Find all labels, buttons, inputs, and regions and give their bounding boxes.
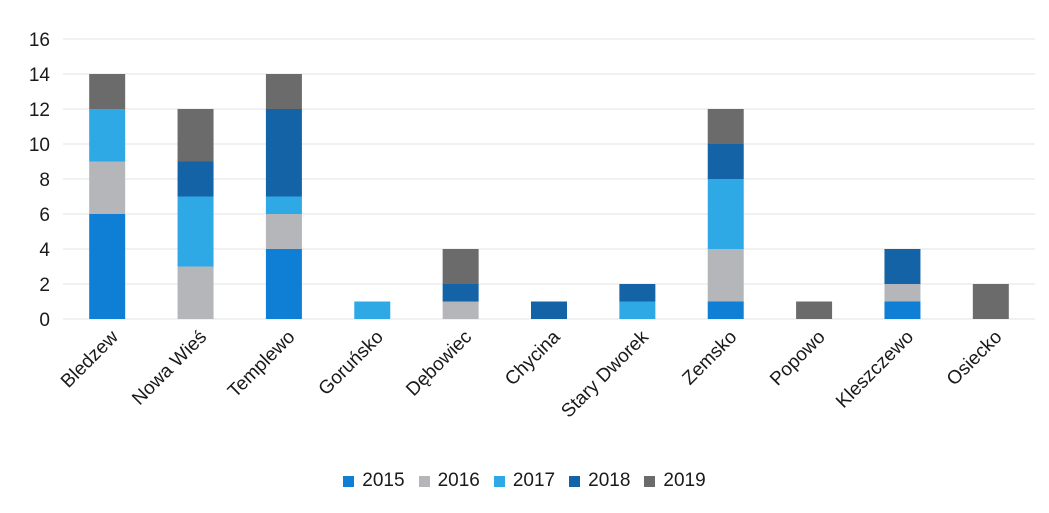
x-tick-label: Nowa Wieś (128, 327, 211, 410)
bar-segment-2018 (707, 144, 744, 179)
legend-swatch (418, 475, 430, 487)
legend-item-2019: 2019 (644, 470, 706, 492)
bar-segment-2018 (619, 284, 656, 302)
bar-segment-2019 (265, 74, 302, 109)
bar-segment-2018 (531, 301, 567, 319)
legend-item-2018: 2018 (569, 470, 630, 492)
y-tick-label: 10 (29, 135, 50, 156)
bar-segment-2018 (265, 109, 302, 197)
bar-segment-2016 (265, 214, 302, 249)
x-tick-label: Popowo (766, 327, 829, 390)
x-axis: Bledzew Nowa Wieś Templewo Goruńsko Dębowiec… (57, 326, 1006, 422)
bars (89, 74, 1009, 319)
bar-segment-2017 (265, 196, 302, 214)
legend-swatch (644, 475, 656, 487)
legend: 2015 2016 2017 2018 2019 (0, 466, 1049, 496)
x-tick-label: Osiecko (943, 327, 1006, 390)
x-tick-label: Dębowiec (402, 327, 476, 401)
bar-segment-2019 (796, 301, 833, 319)
bar-segment-2015 (265, 249, 302, 319)
y-tick-label: 14 (29, 65, 51, 86)
bar-segment-2016 (442, 301, 479, 319)
x-tick-label: Zemsko (679, 327, 742, 390)
x-tick-label: Kleszczewo (832, 327, 918, 413)
grid-lines (63, 38, 1035, 320)
x-tick-label: Bledzew (57, 326, 123, 392)
x-tick-label: Chycina (501, 326, 565, 390)
bar-segment-2016 (707, 249, 744, 302)
bar-segment-2019 (177, 109, 214, 162)
bar-segment-2015 (884, 301, 921, 319)
legend-swatch (569, 475, 581, 487)
y-tick-label: 8 (39, 170, 50, 191)
legend-label: 2018 (588, 470, 631, 491)
legend-item-2015: 2015 (343, 470, 405, 492)
bar-segment-2016 (177, 266, 214, 319)
bar-segment-2017 (354, 301, 391, 319)
y-tick-label: 2 (39, 275, 50, 296)
y-axis: 0 2 4 6 8 10 12 14 16 (29, 30, 51, 331)
legend-label: 2019 (663, 470, 706, 491)
bar-segment-2016 (89, 161, 126, 214)
y-tick-label: 4 (39, 240, 50, 261)
legend-swatch (493, 475, 505, 487)
legend-label: 2015 (362, 470, 405, 491)
bar-segment-2018 (442, 284, 479, 302)
bar-segment-2017 (619, 301, 656, 319)
bar-segment-2019 (442, 249, 479, 284)
legend-label: 2016 (437, 470, 480, 491)
x-tick-label: Templewo (224, 327, 299, 402)
bar-segment-2018 (884, 249, 921, 284)
bar-segment-2019 (707, 109, 744, 144)
legend-item-2016: 2016 (418, 470, 480, 492)
legend-label: 2017 (512, 470, 556, 491)
bar-segment-2015 (707, 301, 744, 319)
bar-segment-2017 (89, 109, 126, 162)
legend-swatch (343, 475, 355, 487)
bar-segment-2017 (707, 179, 744, 249)
bar-segment-2019 (972, 284, 1009, 319)
legend-item-2017: 2017 (493, 470, 556, 492)
x-tick-label: Stary Dworek (557, 326, 653, 422)
bar-segment-2016 (884, 284, 921, 302)
y-tick-label: 16 (29, 30, 50, 51)
bar-segment-2019 (89, 74, 126, 109)
bar-segment-2015 (89, 214, 126, 319)
y-tick-label: 12 (29, 100, 50, 121)
y-tick-label: 6 (39, 205, 50, 226)
x-tick-label: Goruńsko (315, 327, 388, 400)
bar-segment-2017 (177, 196, 214, 267)
y-tick-label: 0 (39, 310, 50, 331)
stacked-bar-chart: 0 2 4 6 8 10 12 14 16 Bledzew Nowa Wieś Templewo Go… (29, 30, 1035, 422)
bar-segment-2018 (177, 161, 214, 197)
